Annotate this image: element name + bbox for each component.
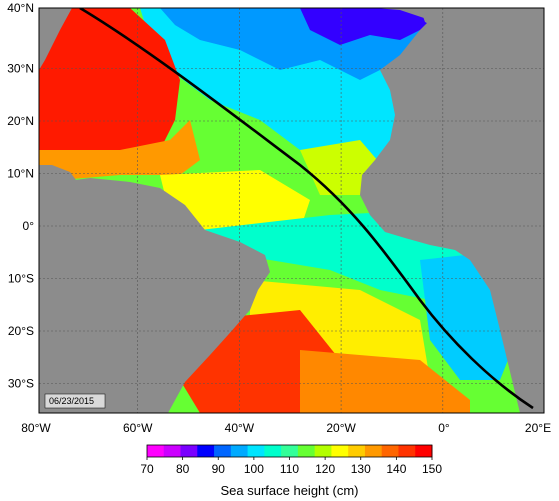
lat-label-40n: 40°N	[7, 1, 34, 15]
map-frame	[38, 7, 545, 414]
map-grid	[39, 8, 544, 413]
colorbar-swatch	[364, 445, 383, 457]
longitude-labels: 80°W 60°W 40°W 20°W 0° 20°E	[21, 421, 551, 435]
colorbar-swatch	[314, 445, 332, 457]
ssh-region-north-purple	[300, 8, 430, 45]
lat-label-30s: 30°S	[8, 377, 34, 391]
ssh-region-caribbean-orange	[39, 120, 200, 185]
colorbar-swatch	[415, 445, 433, 457]
lon-label-20e: 20°E	[525, 421, 551, 435]
colorbar-swatch	[281, 445, 299, 457]
colorbar-swatch	[147, 445, 165, 457]
colorbar-swatch	[247, 445, 265, 457]
map-panel	[39, 8, 544, 413]
colorbar-tick-label: 140	[386, 462, 406, 476]
colorbar-swatch	[230, 445, 249, 457]
lat-label-equator: 0°	[23, 219, 35, 233]
colorbar-swatch	[297, 445, 316, 457]
lat-label-30n: 30°N	[7, 62, 34, 76]
lon-label-40w: 40°W	[225, 421, 255, 435]
colorbar-swatch	[264, 445, 282, 457]
colorbar-tick-label: 150	[422, 462, 442, 476]
lat-label-10s: 10°S	[8, 272, 34, 286]
latitude-labels: 40°N 30°N 20°N 10°N 0° 10°S 20°S 30°S	[7, 1, 34, 391]
colorbar-swatch	[180, 445, 198, 457]
lon-label-20w: 20°W	[326, 421, 356, 435]
colorbar-tick-label: 120	[315, 462, 335, 476]
colorbar-ticks: 70 80 90 100 110 120 130 140 150	[140, 457, 442, 476]
lon-label-80w: 80°W	[21, 421, 51, 435]
lat-label-20s: 20°S	[8, 324, 34, 338]
colorbar-tick-label: 130	[351, 462, 371, 476]
lat-label-20n: 20°N	[7, 114, 34, 128]
ssh-region-gulfstream-red	[39, 8, 180, 170]
colorbar-swatch	[163, 445, 182, 457]
colorbar-tick-label: 80	[176, 462, 190, 476]
date-box: 06/23/2015	[44, 393, 106, 409]
colorbar-swatch	[197, 445, 215, 457]
colorbar-title: Sea surface height (cm)	[220, 483, 358, 498]
colorbar: 70 80 90 100 110 120 130 140 150 Sea surface hei…	[140, 444, 442, 498]
lon-label-60w: 60°W	[123, 421, 153, 435]
ship-track-line	[79, 8, 534, 410]
colorbar-swatch	[398, 445, 416, 457]
land-north-america	[39, 8, 72, 70]
colorbar-tick-label: 110	[280, 462, 299, 476]
land-iberia	[420, 8, 470, 30]
colorbar-swatch	[214, 445, 232, 457]
colorbar-swatch	[348, 445, 366, 457]
colorbar-swatches	[147, 445, 433, 457]
colorbar-swatch	[331, 445, 349, 457]
land-south-america	[39, 178, 270, 413]
land-europe-africa	[360, 8, 544, 413]
colorbar-tick-label: 70	[140, 462, 154, 476]
colorbar-tick-label: 100	[244, 462, 264, 476]
lon-label-0: 0°	[438, 421, 450, 435]
date-label: 06/23/2015	[49, 396, 94, 406]
lat-label-10n: 10°N	[7, 167, 34, 181]
colorbar-tick-label: 90	[212, 462, 226, 476]
colorbar-swatch	[381, 445, 399, 457]
ssh-region-south-orange	[300, 350, 470, 413]
